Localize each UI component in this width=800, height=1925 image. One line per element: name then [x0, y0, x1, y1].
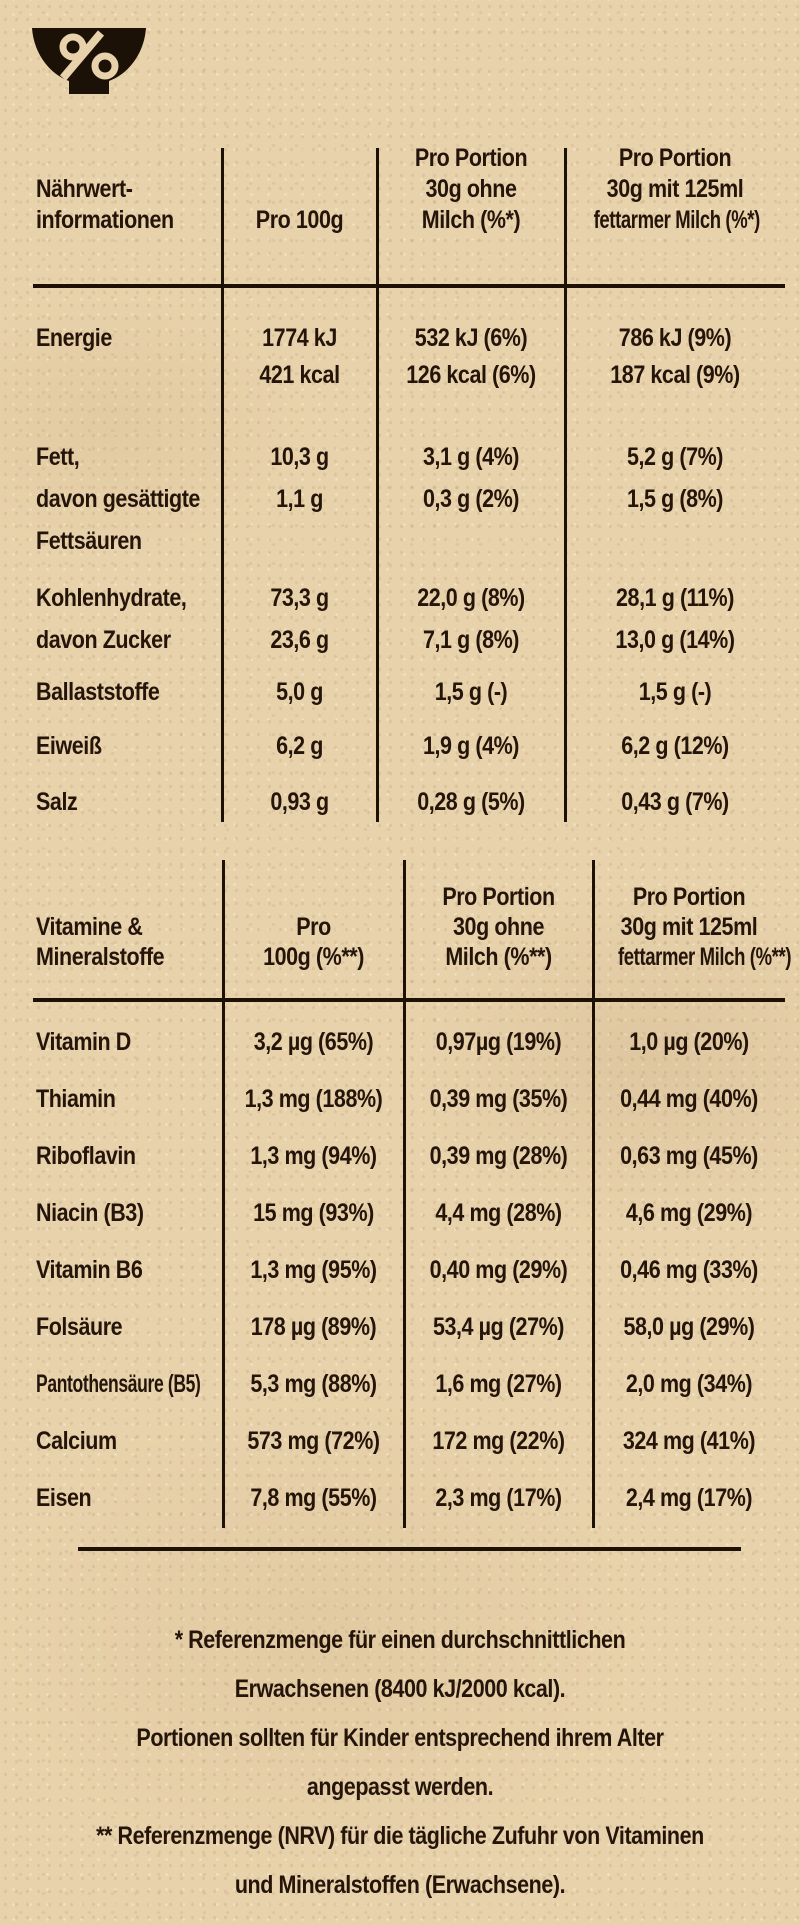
cell-per-portion: 0,97µg (19%): [435, 1028, 562, 1056]
cell-label: Energie: [36, 324, 112, 352]
cell-label: Ballaststoffe: [36, 677, 160, 706]
col-header-per-portion: Pro Portion 30g ohne Milch (%*): [414, 144, 528, 234]
cell-per-portion: 1,6 mg (27%): [435, 1370, 562, 1398]
cell-per-100g: 178 µg (89%): [250, 1313, 377, 1341]
row-eisen: Eisen 7,8 mg (55%) 2,3 mg (17%) 2,4 mg (…: [33, 1470, 785, 1527]
cell-label: Vitamin B6: [36, 1256, 143, 1284]
row-salz: Salz 0,93 g 0,28 g (5%) 0,43 g (7%): [33, 774, 785, 830]
cell-label: Folsäure: [36, 1313, 123, 1341]
cell-per-portion-milk: 0,44 mg (40%): [620, 1085, 758, 1113]
cell-label: Niacin (B3): [36, 1199, 144, 1227]
cell-per-portion: 532 kJ (6%) 126 kcal (6%): [406, 324, 536, 389]
column-divider: [221, 148, 224, 822]
cell-per-portion-milk: 786 kJ (9%) 187 kcal (9%): [610, 324, 740, 389]
cell-label: Thiamin: [36, 1085, 116, 1113]
vitamins-header-row: Vitamine & Mineralstoffe Pro 100g (%**) Pr…: [33, 855, 792, 1002]
cell-per-portion-milk: 2,4 mg (17%): [625, 1484, 753, 1512]
col-header-per-portion-milk: Pro Portion 30g mit 125ml fettarmer Milch …: [617, 883, 792, 971]
cell-per-portion: 0,28 g (5%): [417, 787, 525, 816]
column-divider: [222, 860, 225, 1528]
nutrition-table: Nährwert-informationen Pro 100g Pro Port…: [33, 128, 792, 1551]
cell-per-portion-milk: 0,43 g (7%): [621, 787, 729, 816]
nutrition-table-title: Nährwert-informationen: [36, 175, 174, 234]
cell-per-100g: 5,3 mg (88%): [250, 1370, 377, 1398]
row-riboflavin: Riboflavin 1,3 mg (94%) 0,39 mg (28%) 0,…: [33, 1128, 785, 1185]
vitamins-section: Vitamine & Mineralstoffe Pro 100g (%**) Pr…: [33, 855, 792, 1528]
row-calcium: Calcium 573 mg (72%) 172 mg (22%) 324 mg…: [33, 1413, 785, 1470]
cell-per-portion: 0,39 mg (28%): [429, 1142, 568, 1170]
cell-per-100g: 6,2 g: [276, 731, 323, 760]
col-header-per-100g: Pro 100g (%**): [263, 913, 364, 971]
cell-label: Calcium: [36, 1427, 117, 1455]
cell-per-portion: 0,40 mg (29%): [429, 1256, 568, 1284]
cell-per-100g: 1,3 mg (188%): [244, 1085, 383, 1113]
nutrition-section: Nährwert-informationen Pro 100g Pro Port…: [33, 128, 785, 830]
cell-label: Fett, davon gesättigte Fettsäuren: [36, 443, 200, 555]
cell-per-portion-milk: 58,0 µg (29%): [623, 1313, 755, 1341]
row-pantothensaeure: Pantothensäure (B5) 5,3 mg (88%) 1,6 mg …: [33, 1356, 785, 1413]
column-divider: [403, 860, 406, 1528]
cell-per-portion-milk: 28,1 g (11%) 13,0 g (14%): [615, 584, 735, 654]
cell-label: Eisen: [36, 1484, 92, 1512]
cell-label: Vitamin D: [36, 1028, 131, 1056]
cell-per-portion-milk: 2,0 mg (34%): [625, 1370, 753, 1398]
cell-per-100g: 573 mg (72%): [247, 1427, 380, 1455]
row-folsaeure: Folsäure 178 µg (89%) 53,4 µg (27%) 58,0…: [33, 1299, 785, 1356]
cell-per-portion-milk: 1,5 g (-): [638, 677, 712, 706]
cell-label: Riboflavin: [36, 1142, 136, 1170]
column-divider: [376, 148, 379, 822]
bottom-rule: [77, 1547, 741, 1551]
cell-label: Eiweiß: [36, 731, 102, 760]
cell-per-portion-milk: 6,2 g (12%): [621, 731, 729, 760]
col-header-per-portion-milk: Pro Portion 30g mit 125ml fettarmer Milch …: [593, 144, 761, 234]
cell-per-portion-milk: 0,46 mg (33%): [620, 1256, 758, 1284]
vitamins-rows: Vitamin D 3,2 µg (65%) 0,97µg (19%) 1,0 …: [33, 1002, 785, 1527]
vitamins-table-title: Vitamine & Mineralstoffe: [36, 913, 165, 971]
cell-per-portion: 2,3 mg (17%): [435, 1484, 562, 1512]
cell-per-100g: 1,3 mg (95%): [250, 1256, 377, 1284]
cell-per-portion-milk: 324 mg (41%): [622, 1427, 756, 1455]
cell-per-portion: 1,9 g (4%): [422, 731, 520, 760]
cell-per-portion: 0,39 mg (35%): [429, 1085, 568, 1113]
cell-per-portion: 172 mg (22%): [432, 1427, 565, 1455]
cell-label: Pantothensäure (B5): [36, 1370, 201, 1398]
cell-per-100g: 10,3 g 1,1 g: [270, 443, 329, 513]
cell-per-portion: 53,4 µg (27%): [432, 1313, 565, 1341]
cell-per-portion: 4,4 mg (28%): [435, 1199, 562, 1227]
row-kohlenhydrate: Kohlenhydrate, davon Zucker 73,3 g 23,6 g …: [33, 570, 785, 666]
cell-per-100g: 0,93 g: [270, 787, 329, 816]
cell-per-portion: 1,5 g (-): [434, 677, 508, 706]
nutrition-header-row: Nährwert-informationen Pro 100g Pro Port…: [33, 128, 785, 288]
row-eiweiss: Eiweiß 6,2 g 1,9 g (4%) 6,2 g (12%): [33, 718, 785, 774]
row-vitamin-b6: Vitamin B6 1,3 mg (95%) 0,40 mg (29%) 0,…: [33, 1242, 785, 1299]
percent-bowl-icon: [30, 26, 148, 110]
cell-label: Kohlenhydrate, davon Zucker: [36, 584, 187, 654]
cell-per-portion-milk: 4,6 mg (29%): [625, 1199, 753, 1227]
cell-per-100g: 7,8 mg (55%): [250, 1484, 377, 1512]
footnotes: * Referenzmenge für einen durchschnittli…: [96, 1626, 704, 1899]
column-divider: [564, 148, 567, 822]
column-divider: [592, 860, 595, 1528]
col-header-per-portion: Pro Portion 30g ohne Milch (%**): [442, 883, 555, 971]
cell-per-100g: 73,3 g 23,6 g: [270, 584, 329, 654]
cell-per-100g: 3,2 µg (65%): [253, 1028, 374, 1056]
row-ballaststoffe: Ballaststoffe 5,0 g 1,5 g (-) 1,5 g (-): [33, 666, 785, 718]
cell-per-100g: 1,3 mg (94%): [250, 1142, 377, 1170]
cell-per-portion: 3,1 g (4%) 0,3 g (2%): [422, 443, 520, 513]
cell-per-portion-milk: 1,0 µg (20%): [629, 1028, 749, 1056]
cell-per-100g: 15 mg (93%): [253, 1199, 374, 1227]
cell-per-portion-milk: 0,63 mg (45%): [620, 1142, 758, 1170]
cell-per-100g: 5,0 g: [276, 677, 323, 706]
row-fett: Fett, davon gesättigte Fettsäuren 10,3 g 1,…: [33, 418, 785, 570]
cell-per-portion-milk: 5,2 g (7%) 1,5 g (8%): [626, 443, 724, 513]
row-thiamin: Thiamin 1,3 mg (188%) 0,39 mg (35%) 0,44…: [33, 1071, 785, 1128]
row-energie: Energie 1774 kJ 421 kcal 532 kJ (6%) 126 k…: [33, 288, 785, 418]
cell-per-portion: 22,0 g (8%) 7,1 g (8%): [417, 584, 525, 654]
col-header-per-100g: Pro 100g: [255, 206, 344, 234]
row-niacin: Niacin (B3) 15 mg (93%) 4,4 mg (28%) 4,6…: [33, 1185, 785, 1242]
row-vitamin-d: Vitamin D 3,2 µg (65%) 0,97µg (19%) 1,0 …: [33, 1014, 785, 1071]
cell-label: Salz: [36, 787, 78, 816]
cell-per-100g: 1774 kJ 421 kcal: [259, 324, 340, 389]
